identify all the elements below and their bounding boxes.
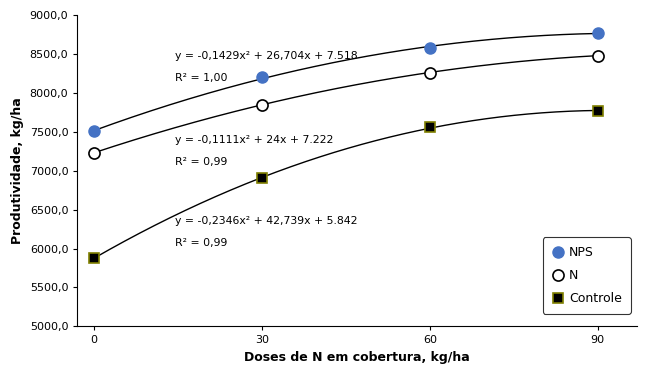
X-axis label: Doses de N em cobertura, kg/ha: Doses de N em cobertura, kg/ha	[244, 351, 470, 364]
NPS	[594, 31, 601, 35]
Text: R² = 0,99: R² = 0,99	[175, 157, 227, 167]
Line: NPS: NPS	[89, 27, 603, 136]
Line: N: N	[89, 50, 603, 158]
Controle	[258, 176, 266, 181]
Controle	[594, 108, 601, 113]
Legend: NPS, N, Controle: NPS, N, Controle	[543, 237, 631, 314]
NPS	[90, 129, 98, 133]
N	[258, 102, 266, 107]
Controle	[90, 256, 98, 260]
N	[90, 151, 98, 155]
NPS	[258, 75, 266, 80]
Controle	[426, 125, 434, 129]
N	[426, 70, 434, 75]
Text: R² = 0,99: R² = 0,99	[175, 238, 227, 248]
Text: y = -0,2346x² + 42,739x + 5.842: y = -0,2346x² + 42,739x + 5.842	[175, 216, 358, 226]
Line: Controle: Controle	[89, 106, 603, 263]
Text: R² = 1,00: R² = 1,00	[175, 73, 227, 82]
Y-axis label: Produtividade, kg/ha: Produtividade, kg/ha	[11, 98, 24, 244]
N	[594, 53, 601, 58]
Text: y = -0,1429x² + 26,704x + 7.518: y = -0,1429x² + 26,704x + 7.518	[175, 51, 358, 61]
NPS	[426, 45, 434, 50]
Text: y = -0,1111x² + 24x + 7.222: y = -0,1111x² + 24x + 7.222	[175, 135, 334, 145]
